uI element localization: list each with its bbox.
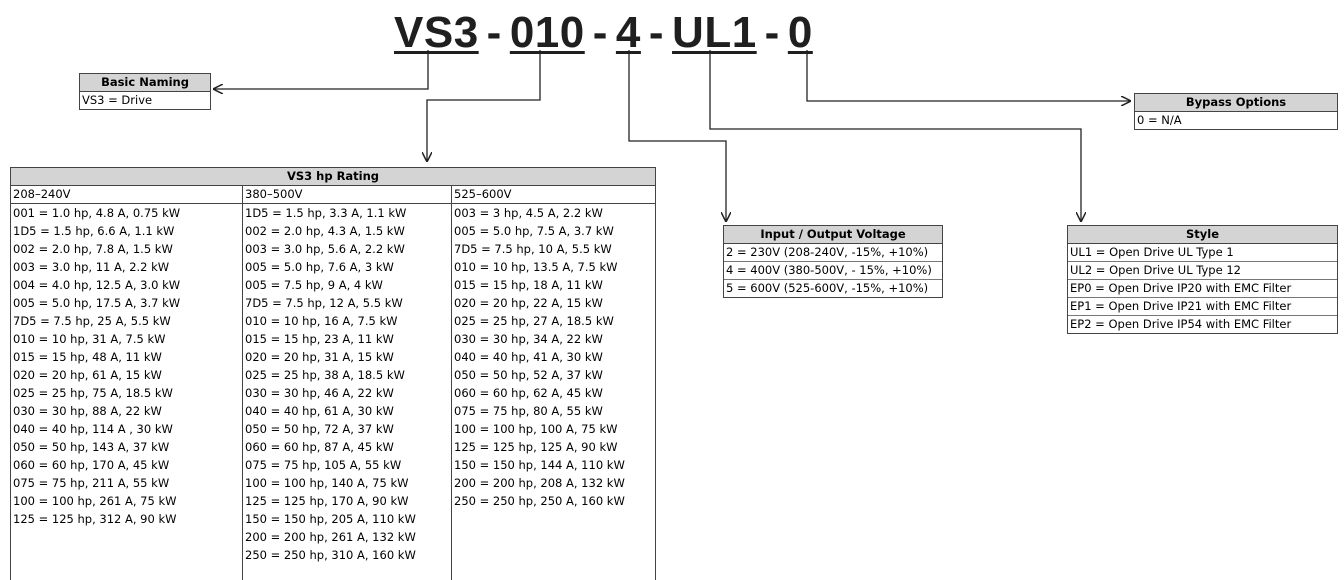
- style-row: EP0 = Open Drive IP20 with EMC Filter: [1068, 280, 1337, 298]
- hp-rating-row: 030 = 30 hp, 34 A, 22 kW: [454, 332, 603, 346]
- hp-rating-row: 025 = 25 hp, 27 A, 18.5 kW: [454, 314, 614, 328]
- hp-rating-row: 100 = 100 hp, 100 A, 75 kW: [454, 422, 618, 436]
- bypass-options-row: 0 = N/A: [1137, 113, 1182, 127]
- hp-rating-row: 200 = 200 hp, 261 A, 132 kW: [245, 530, 416, 544]
- hp-column-header: 380–500V: [243, 186, 451, 204]
- hp-rating-row: 025 = 25 hp, 38 A, 18.5 kW: [245, 368, 405, 382]
- voltage-table: Input / Output Voltage 2 = 230V (208-240…: [723, 225, 943, 298]
- style-title: Style: [1068, 226, 1337, 244]
- hp-rating-row: 7D5 = 7.5 hp, 25 A, 5.5 kW: [13, 314, 171, 328]
- code-segment-bypass: 0: [787, 8, 813, 57]
- hp-rating-row: 025 = 25 hp, 75 A, 18.5 kW: [13, 386, 173, 400]
- hp-rating-row: 7D5 = 7.5 hp, 10 A, 5.5 kW: [454, 242, 612, 256]
- hp-rating-row: 005 = 5.0 hp, 7.5 A, 3.7 kW: [454, 224, 614, 238]
- basic-naming-row: VS3 = Drive: [82, 93, 153, 107]
- code-separator: -: [486, 8, 502, 57]
- hp-rating-row: 010 = 10 hp, 13.5 A, 7.5 kW: [454, 260, 618, 274]
- voltage-row: 4 = 400V (380-500V, - 15%, +10%): [724, 262, 942, 280]
- basic-naming-table: Basic Naming VS3 = Drive: [79, 73, 211, 110]
- hp-column-208-240v: 208–240V 001 = 1.0 hp, 4.8 A, 0.75 kW 1D5…: [11, 186, 243, 580]
- hp-rating-row: 010 = 10 hp, 16 A, 7.5 kW: [245, 314, 398, 328]
- hp-rating-row: 200 = 200 hp, 208 A, 132 kW: [454, 476, 625, 490]
- arrow-hp-rating: [427, 50, 541, 161]
- basic-naming-title: Basic Naming: [80, 74, 210, 92]
- hp-rating-row: 040 = 40 hp, 41 A, 30 kW: [454, 350, 603, 364]
- hp-rating-row: 125 = 125 hp, 312 A, 90 kW: [13, 512, 177, 526]
- hp-rating-row: 075 = 75 hp, 211 A, 55 kW: [13, 476, 170, 490]
- hp-rating-row: 150 = 150 hp, 205 A, 110 kW: [245, 512, 416, 526]
- hp-column-525-600v: 525–600V 003 = 3 hp, 4.5 A, 2.2 kW 005 = …: [452, 186, 655, 580]
- hp-rating-table: VS3 hp Rating 208–240V 001 = 1.0 hp, 4.8…: [10, 167, 656, 580]
- hp-rating-row: 005 = 5.0 hp, 7.6 A, 3 kW: [245, 260, 394, 274]
- model-code: VS3-010-4- UL1-0: [394, 8, 813, 58]
- hp-rating-row: 002 = 2.0 hp, 4.3 A, 1.5 kW: [245, 224, 405, 238]
- hp-rating-row: 050 = 50 hp, 72 A, 37 kW: [245, 422, 394, 436]
- hp-rating-row: 030 = 30 hp, 88 A, 22 kW: [13, 404, 162, 418]
- hp-rating-row: 7D5 = 7.5 hp, 12 A, 5.5 kW: [245, 296, 403, 310]
- hp-rating-row: 020 = 20 hp, 61 A, 15 kW: [13, 368, 162, 382]
- hp-rating-row: 030 = 30 hp, 46 A, 22 kW: [245, 386, 394, 400]
- code-segment-hp: 010: [509, 8, 585, 57]
- hp-rating-row: 125 = 125 hp, 125 A, 90 kW: [454, 440, 618, 454]
- hp-column-header: 208–240V: [11, 186, 242, 204]
- hp-rating-row: 003 = 3.0 hp, 11 A, 2.2 kW: [13, 260, 170, 274]
- style-row: UL1 = Open Drive UL Type 1: [1068, 244, 1337, 262]
- hp-rating-row: 125 = 125 hp, 170 A, 90 kW: [245, 494, 409, 508]
- hp-rating-row: 015 = 15 hp, 48 A, 11 kW: [13, 350, 162, 364]
- hp-rating-row: 020 = 20 hp, 22 A, 15 kW: [454, 296, 603, 310]
- style-table: Style UL1 = Open Drive UL Type 1 UL2 = O…: [1067, 225, 1338, 334]
- hp-rating-row: 1D5 = 1.5 hp, 6.6 A, 1.1 kW: [13, 224, 175, 238]
- hp-rating-row: 250 = 250 hp, 250 A, 160 kW: [454, 494, 625, 508]
- hp-rating-row: 005 = 7.5 hp, 9 A, 4 kW: [245, 278, 383, 292]
- code-segment-style: UL1: [672, 8, 757, 57]
- bypass-options-title: Bypass Options: [1135, 94, 1337, 112]
- arrow-style: [709, 50, 1081, 221]
- hp-rating-row: 040 = 40 hp, 114 A , 30 kW: [13, 422, 173, 436]
- style-row: EP2 = Open Drive IP54 with EMC Filter: [1070, 317, 1292, 331]
- hp-rating-row: 060 = 60 hp, 170 A, 45 kW: [13, 458, 170, 472]
- voltage-row: 5 = 600V (525-600V, -15%, +10%): [726, 281, 929, 295]
- arrow-voltage: [628, 50, 726, 221]
- hp-rating-row: 100 = 100 hp, 140 A, 75 kW: [245, 476, 409, 490]
- hp-rating-row: 100 = 100 hp, 261 A, 75 kW: [13, 494, 177, 508]
- hp-rating-row: 003 = 3.0 hp, 5.6 A, 2.2 kW: [245, 242, 405, 256]
- hp-rating-row: 001 = 1.0 hp, 4.8 A, 0.75 kW: [13, 206, 181, 220]
- code-separator: -: [764, 8, 780, 57]
- hp-rating-row: 005 = 5.0 hp, 17.5 A, 3.7 kW: [13, 296, 181, 310]
- hp-column-header: 525–600V: [452, 186, 655, 204]
- code-segment-series: VS3: [394, 8, 479, 57]
- code-segment-voltage: 4: [615, 8, 641, 57]
- hp-rating-row: 250 = 250 hp, 310 A, 160 kW: [245, 548, 416, 562]
- arrow-basic-naming: [214, 50, 429, 89]
- style-row: UL2 = Open Drive UL Type 12: [1068, 262, 1337, 280]
- voltage-row: 2 = 230V (208-240V, -15%, +10%): [724, 244, 942, 262]
- hp-rating-row: 015 = 15 hp, 18 A, 11 kW: [454, 278, 603, 292]
- hp-rating-row: 050 = 50 hp, 52 A, 37 kW: [454, 368, 603, 382]
- voltage-title: Input / Output Voltage: [724, 226, 942, 244]
- hp-rating-row: 060 = 60 hp, 62 A, 45 kW: [454, 386, 603, 400]
- hp-rating-title: VS3 hp Rating: [11, 168, 655, 186]
- hp-rating-row: 150 = 150 hp, 144 A, 110 kW: [454, 458, 625, 472]
- hp-rating-row: 075 = 75 hp, 80 A, 55 kW: [454, 404, 603, 418]
- arrow-bypass: [806, 50, 1130, 101]
- hp-rating-row: 015 = 15 hp, 23 A, 11 kW: [245, 332, 394, 346]
- hp-rating-row: 040 = 40 hp, 61 A, 30 kW: [245, 404, 394, 418]
- hp-rating-row: 020 = 20 hp, 31 A, 15 kW: [245, 350, 394, 364]
- hp-rating-row: 002 = 2.0 hp, 7.8 A, 1.5 kW: [13, 242, 173, 256]
- hp-column-380-500v: 380–500V 1D5 = 1.5 hp, 3.3 A, 1.1 kW 002 …: [243, 186, 452, 580]
- hp-rating-row: 010 = 10 hp, 31 A, 7.5 kW: [13, 332, 166, 346]
- hp-rating-row: 004 = 4.0 hp, 12.5 A, 3.0 kW: [13, 278, 181, 292]
- hp-rating-row: 1D5 = 1.5 hp, 3.3 A, 1.1 kW: [245, 206, 407, 220]
- hp-rating-row: 050 = 50 hp, 143 A, 37 kW: [13, 440, 170, 454]
- hp-rating-row: 060 = 60 hp, 87 A, 45 kW: [245, 440, 394, 454]
- code-separator: -: [592, 8, 608, 57]
- style-row: EP1 = Open Drive IP21 with EMC Filter: [1068, 298, 1337, 316]
- code-separator: -: [648, 8, 665, 57]
- hp-rating-row: 075 = 75 hp, 105 A, 55 kW: [245, 458, 402, 472]
- bypass-options-table: Bypass Options 0 = N/A: [1134, 93, 1338, 130]
- hp-rating-row: 003 = 3 hp, 4.5 A, 2.2 kW: [454, 206, 603, 220]
